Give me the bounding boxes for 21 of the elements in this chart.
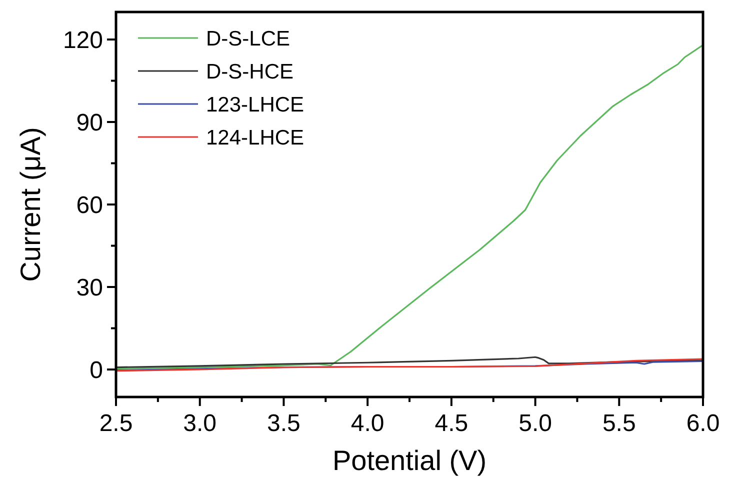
y-tick-label: 120 xyxy=(62,26,103,54)
y-tick-label: 60 xyxy=(76,192,103,219)
y-tick-label: 30 xyxy=(76,274,103,302)
x-tick-label: 4.0 xyxy=(350,410,384,437)
line-series xyxy=(116,356,703,368)
legend-label: 124-LHCE xyxy=(206,126,304,150)
legend-label: D-S-HCE xyxy=(206,60,294,84)
line-series xyxy=(116,44,703,370)
y-axis-title: Current (μA) xyxy=(15,127,46,282)
x-tick-label: 3.5 xyxy=(267,410,300,437)
x-tick-label: 6.0 xyxy=(686,410,720,437)
x-tick-label: 5.5 xyxy=(602,410,636,437)
x-tick-label: 5.0 xyxy=(518,410,552,437)
legend-label: D-S-LCE xyxy=(206,27,290,50)
x-tick-label: 3.0 xyxy=(183,410,217,437)
legend-label: 123-LHCE xyxy=(206,93,304,116)
x-tick-label: 4.5 xyxy=(434,410,468,437)
y-tick-label: 0 xyxy=(90,356,103,384)
x-axis-title: Potential (V) xyxy=(332,445,487,476)
y-tick-label: 90 xyxy=(76,109,103,136)
x-tick-label: 2.5 xyxy=(99,410,133,437)
